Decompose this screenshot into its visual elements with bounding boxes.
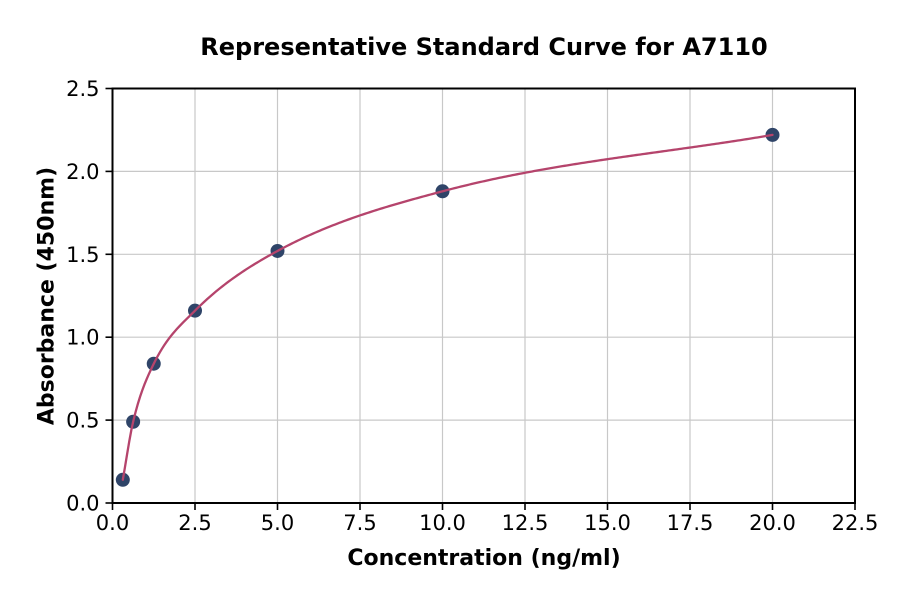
x-tick-label: 20.0: [749, 511, 796, 535]
x-tick-label: 17.5: [667, 511, 714, 535]
x-tick-label: 15.0: [584, 511, 631, 535]
x-axis-label: Concentration (ng/ml): [347, 546, 621, 571]
fit-curve: [121, 133, 774, 481]
chart-title: Representative Standard Curve for A7110: [200, 33, 768, 61]
y-tick-label: 2.5: [66, 77, 99, 101]
y-tick-label: 2.0: [66, 160, 99, 184]
y-axis-label: Absorbance (450nm): [34, 166, 60, 426]
y-tick-label: 0.0: [66, 492, 99, 516]
x-tick-label: 2.5: [178, 511, 211, 535]
x-tick-label: 22.5: [832, 511, 879, 535]
x-tick-label: 0.0: [96, 511, 129, 535]
y-tick-label: 1.0: [66, 326, 99, 350]
y-tick-label: 0.5: [66, 409, 99, 433]
x-tick-label: 5.0: [261, 511, 294, 535]
x-tick-label: 12.5: [502, 511, 549, 535]
plot-border: [111, 87, 856, 504]
x-tick-label: 10.0: [419, 511, 466, 535]
x-tick-label: 7.5: [343, 511, 376, 535]
y-tick-label: 1.5: [66, 243, 99, 267]
